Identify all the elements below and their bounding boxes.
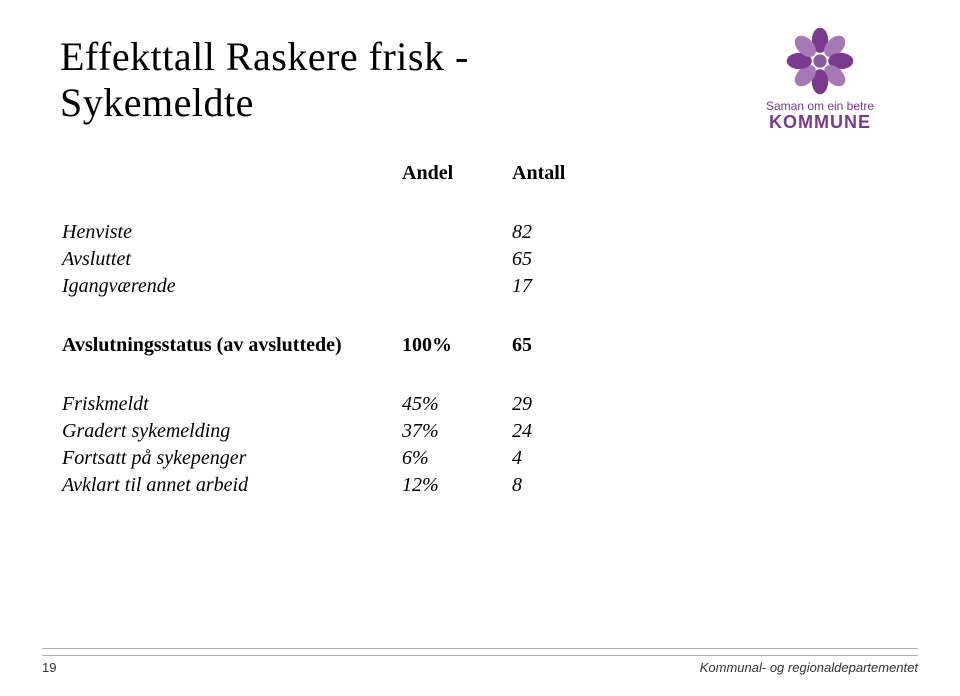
row-pct bbox=[402, 246, 512, 273]
row-pct: 12% bbox=[402, 472, 512, 499]
table-row: Fortsatt på sykepenger 6% 4 bbox=[62, 445, 622, 472]
title-line-1: Effekttall Raskere frisk - bbox=[60, 34, 469, 79]
section-num: 65 bbox=[512, 332, 622, 359]
row-label: Igangværende bbox=[62, 273, 402, 300]
table-row: Henviste 82 bbox=[62, 219, 622, 246]
row-num: 24 bbox=[512, 418, 622, 445]
footer-divider bbox=[42, 648, 918, 656]
logo-center bbox=[813, 54, 826, 67]
row-label: Henviste bbox=[62, 219, 402, 246]
table-row: Igangværende 17 bbox=[62, 273, 622, 300]
row-num: 17 bbox=[512, 273, 622, 300]
logo-tagline: Saman om ein betre bbox=[766, 99, 874, 113]
header-andel: Andel bbox=[402, 160, 512, 187]
logo: Saman om ein betre KOMMUNE bbox=[740, 24, 900, 133]
content-area: Andel Antall Henviste 82 Avsluttet 65 Ig… bbox=[62, 160, 900, 499]
section-label: Avslutningsstatus (av avsluttede) bbox=[62, 332, 402, 359]
row-pct bbox=[402, 273, 512, 300]
logo-text: Saman om ein betre KOMMUNE bbox=[740, 100, 900, 133]
effect-table: Andel Antall Henviste 82 Avsluttet 65 Ig… bbox=[62, 160, 622, 499]
section-header-row: Avslutningsstatus (av avsluttede) 100% 6… bbox=[62, 332, 622, 359]
footer: 19 Kommunal- og regionaldepartementet bbox=[0, 648, 960, 676]
row-num: 82 bbox=[512, 219, 622, 246]
row-pct: 6% bbox=[402, 445, 512, 472]
slide: Effekttall Raskere frisk - Sykemeldte Sa… bbox=[0, 0, 960, 696]
row-pct: 45% bbox=[402, 391, 512, 418]
page-number: 19 bbox=[42, 660, 56, 675]
row-label: Fortsatt på sykepenger bbox=[62, 445, 402, 472]
flower-icon bbox=[783, 24, 857, 98]
row-label: Gradert sykemelding bbox=[62, 418, 402, 445]
header-blank bbox=[62, 160, 402, 187]
table-header-row: Andel Antall bbox=[62, 160, 622, 187]
logo-brand: KOMMUNE bbox=[740, 113, 900, 133]
row-num: 4 bbox=[512, 445, 622, 472]
table-row: Friskmeldt 45% 29 bbox=[62, 391, 622, 418]
row-num: 65 bbox=[512, 246, 622, 273]
row-num: 29 bbox=[512, 391, 622, 418]
table-row: Avsluttet 65 bbox=[62, 246, 622, 273]
row-pct: 37% bbox=[402, 418, 512, 445]
department-name: Kommunal- og regionaldepartementet bbox=[700, 660, 918, 675]
section-pct: 100% bbox=[402, 332, 512, 359]
row-label: Avsluttet bbox=[62, 246, 402, 273]
row-label: Avklart til annet arbeid bbox=[62, 472, 402, 499]
title-line-2: Sykemeldte bbox=[60, 80, 254, 125]
table-row: Avklart til annet arbeid 12% 8 bbox=[62, 472, 622, 499]
row-label: Friskmeldt bbox=[62, 391, 402, 418]
row-pct bbox=[402, 219, 512, 246]
row-num: 8 bbox=[512, 472, 622, 499]
header-antall: Antall bbox=[512, 160, 622, 187]
table-row: Gradert sykemelding 37% 24 bbox=[62, 418, 622, 445]
